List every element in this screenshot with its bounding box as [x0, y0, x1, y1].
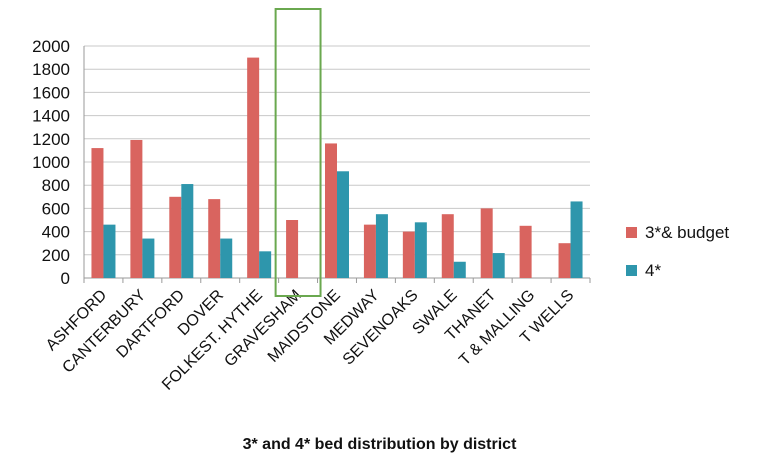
bars — [91, 57, 583, 278]
bar-series1 — [286, 220, 299, 278]
y-tick-label: 0 — [61, 269, 70, 288]
bar-series2 — [142, 238, 155, 278]
bar-series2 — [220, 238, 233, 278]
bar-series1 — [519, 225, 532, 278]
y-tick-label: 1600 — [32, 83, 70, 102]
legend-label: 3*& budget — [645, 223, 729, 242]
legend: 3*& budget 4* — [626, 223, 729, 280]
y-tick-label: 1400 — [32, 107, 70, 126]
bar-series1 — [480, 208, 493, 278]
bar-series1 — [130, 139, 143, 278]
y-tick-label: 200 — [42, 246, 70, 265]
y-tick-label: 1000 — [32, 153, 70, 172]
y-tick-label: 1800 — [32, 60, 70, 79]
chart-title: 3* and 4* bed distribution by district — [242, 436, 517, 453]
bar-series1 — [169, 196, 182, 278]
highlight-annotation — [274, 8, 322, 297]
y-axis-ticks: 0 200 400 600 800 1000 1200 1400 1600 1800 2000 — [32, 37, 70, 288]
y-tick-label: 400 — [42, 223, 70, 242]
bar-series2 — [570, 201, 583, 278]
bar-series1 — [208, 199, 221, 278]
bar-series2 — [453, 261, 466, 278]
bar-series2 — [337, 171, 349, 278]
bar-series2 — [375, 214, 388, 278]
bar-series1 — [441, 214, 454, 278]
y-tick-label: 1200 — [32, 130, 70, 149]
bar-series2 — [181, 184, 194, 278]
bar-series1 — [247, 57, 260, 278]
bar-series2 — [103, 224, 116, 278]
legend-swatch — [626, 227, 637, 238]
legend-label: 4* — [645, 261, 661, 280]
bar-series1 — [558, 243, 571, 278]
bar-series1 — [363, 224, 376, 278]
legend-swatch — [626, 265, 637, 276]
y-tick-label: 800 — [42, 176, 70, 195]
bar-series1 — [325, 143, 337, 278]
bar-series1 — [91, 148, 104, 278]
bar-series1 — [402, 231, 415, 278]
bar-series2 — [259, 251, 272, 278]
y-tick-label: 600 — [42, 199, 70, 218]
bar-chart: 0 200 400 600 800 1000 1200 1400 1600 1800 2000 AS… — [32, 8, 729, 394]
bar-series2 — [414, 222, 427, 278]
y-tick-label: 2000 — [32, 37, 70, 56]
highlight-box — [274, 8, 322, 297]
bar-series2 — [492, 253, 505, 278]
